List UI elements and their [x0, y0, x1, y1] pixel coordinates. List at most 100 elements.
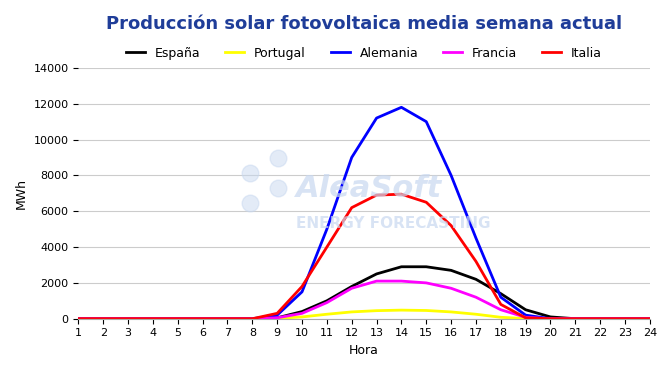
España — [273, 315, 281, 320]
Text: AleaSoft: AleaSoft — [296, 174, 442, 203]
Francia — [248, 317, 256, 321]
Italia — [323, 245, 331, 249]
Portugal — [75, 317, 83, 321]
Portugal — [248, 317, 256, 321]
Alemania — [397, 105, 405, 109]
Text: ENERGY FORECASTING: ENERGY FORECASTING — [296, 216, 490, 231]
Italia — [224, 317, 232, 321]
Portugal — [149, 317, 157, 321]
Francia — [472, 295, 480, 299]
España — [447, 268, 455, 273]
España — [596, 317, 604, 321]
España — [124, 317, 132, 321]
Francia — [621, 317, 629, 321]
España — [149, 317, 157, 321]
Portugal — [472, 312, 480, 317]
Francia — [298, 311, 306, 315]
Portugal — [621, 317, 629, 321]
Portugal — [323, 312, 331, 317]
Portugal — [124, 317, 132, 321]
Italia — [372, 193, 380, 197]
Alemania — [596, 317, 604, 321]
Francia — [397, 279, 405, 283]
Portugal — [546, 317, 554, 321]
España — [248, 317, 256, 321]
Italia — [75, 317, 83, 321]
España — [174, 317, 182, 321]
Italia — [347, 205, 355, 210]
Portugal — [497, 315, 505, 320]
Alemania — [497, 295, 505, 299]
Italia — [99, 317, 108, 321]
Francia — [596, 317, 604, 321]
Line: Italia: Italia — [79, 194, 650, 319]
Francia — [323, 300, 331, 305]
Italia — [422, 200, 430, 205]
Portugal — [571, 317, 579, 321]
España — [472, 277, 480, 282]
Portugal — [347, 310, 355, 314]
Italia — [472, 259, 480, 264]
Italia — [447, 223, 455, 228]
España — [99, 317, 108, 321]
Francia — [571, 317, 579, 321]
España — [646, 317, 654, 321]
Italia — [596, 317, 604, 321]
España — [323, 299, 331, 303]
Portugal — [372, 308, 380, 313]
Portugal — [298, 315, 306, 319]
Italia — [571, 317, 579, 321]
Alemania — [75, 317, 83, 321]
Francia — [124, 317, 132, 321]
Francia — [199, 317, 207, 321]
Francia — [273, 315, 281, 320]
Portugal — [224, 317, 232, 321]
Alemania — [149, 317, 157, 321]
Italia — [621, 317, 629, 321]
Alemania — [323, 227, 331, 231]
Italia — [273, 311, 281, 315]
España — [75, 317, 83, 321]
Alemania — [372, 116, 380, 120]
Portugal — [521, 316, 530, 321]
Francia — [347, 286, 355, 291]
Portugal — [447, 310, 455, 314]
Alemania — [199, 317, 207, 321]
Italia — [248, 317, 256, 321]
Title: Producción solar fotovoltaica media semana actual: Producción solar fotovoltaica media sema… — [106, 15, 622, 33]
Legend: España, Portugal, Alemania, Francia, Italia: España, Portugal, Alemania, Francia, Ita… — [121, 42, 607, 64]
Alemania — [621, 317, 629, 321]
España — [571, 317, 579, 321]
España — [397, 264, 405, 269]
España — [372, 272, 380, 276]
Alemania — [472, 236, 480, 240]
Line: Portugal: Portugal — [79, 310, 650, 319]
Francia — [521, 315, 530, 320]
Francia — [646, 317, 654, 321]
España — [224, 317, 232, 321]
Francia — [224, 317, 232, 321]
Francia — [497, 308, 505, 312]
Francia — [372, 279, 380, 283]
Francia — [174, 317, 182, 321]
Alemania — [224, 317, 232, 321]
Francia — [422, 280, 430, 285]
Francia — [447, 286, 455, 291]
Italia — [397, 192, 405, 196]
Y-axis label: MWh: MWh — [15, 178, 28, 209]
Portugal — [397, 308, 405, 312]
Portugal — [273, 316, 281, 321]
España — [497, 291, 505, 296]
Alemania — [298, 290, 306, 294]
Alemania — [347, 155, 355, 160]
España — [199, 317, 207, 321]
Francia — [149, 317, 157, 321]
Italia — [199, 317, 207, 321]
Alemania — [571, 317, 579, 321]
Alemania — [99, 317, 108, 321]
Alemania — [124, 317, 132, 321]
Italia — [174, 317, 182, 321]
España — [521, 308, 530, 312]
Portugal — [422, 308, 430, 313]
España — [298, 310, 306, 314]
